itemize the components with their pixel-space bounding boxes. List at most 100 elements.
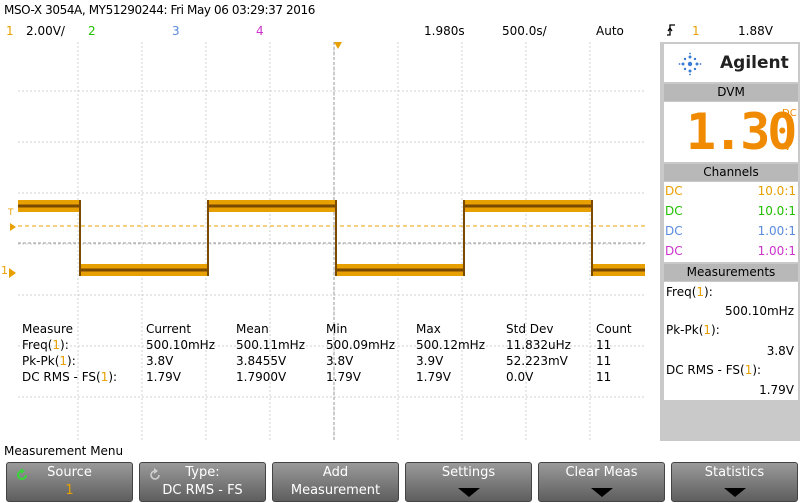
table-cell: 11 — [596, 370, 612, 384]
agilent-spark-icon — [678, 52, 702, 76]
measurements-box: Freq(1): 500.10mHz Pk-Pk(1): 3.8V DC RMS… — [664, 282, 798, 400]
table-cell: 500.12mHz — [416, 338, 485, 352]
table-cell: 1.7900V — [236, 370, 287, 384]
channel-status-row: 1 2.00V/ 2 3 4 1.980s 500.0s/ Auto 1 1.8… — [0, 22, 800, 42]
table-cell: 11 — [596, 338, 612, 352]
add-softkey-line1: Add — [322, 465, 349, 480]
left-marker-strip: T 1 — [0, 42, 18, 441]
channel-row-1[interactable]: DC 10.0:1 — [664, 184, 798, 202]
trigger-edge-icon — [666, 23, 676, 40]
ch3-coupling: DC — [665, 224, 683, 238]
ch3-number[interactable]: 3 — [172, 24, 180, 38]
ch4-probe: 1.00:1 — [757, 244, 796, 258]
dvm-box: 1.30 DC V — [664, 102, 798, 162]
ch1-coupling: DC — [665, 184, 683, 198]
submenu-arrow-icon — [457, 488, 480, 497]
waveform-svg — [18, 42, 645, 441]
ch2-number[interactable]: 2 — [88, 24, 96, 38]
table-row-label: Freq(1): — [22, 338, 69, 352]
dvm-header: DVM — [664, 84, 798, 101]
trigger-source[interactable]: 1 — [692, 24, 700, 38]
side-meas-label-dcrms: DC RMS - FS(1): — [666, 363, 762, 377]
ch2-probe: 10.0:1 — [757, 204, 796, 218]
ch1-ground-marker[interactable]: 1 — [1, 264, 8, 277]
settings-softkey[interactable]: Settings — [405, 462, 532, 502]
col-header-measure: Measure — [22, 322, 73, 336]
menu-title: Measurement Menu — [4, 444, 124, 458]
add-softkey-line2: Measurement — [290, 483, 381, 498]
channel-row-3[interactable]: DC 1.00:1 — [664, 224, 798, 242]
table-cell: 3.8V — [146, 354, 174, 368]
side-meas-value-dcrms: 1.79V — [759, 383, 794, 397]
col-header-mean: Mean — [236, 322, 269, 336]
table-cell: 11.832uHz — [506, 338, 571, 352]
ch1-trace — [18, 200, 645, 276]
type-softkey[interactable]: Type: DC RMS - FS — [139, 462, 266, 502]
side-meas-label-freq: Freq(1): — [666, 285, 713, 299]
source-softkey-label: Source — [47, 465, 92, 480]
statistics-softkey[interactable]: Statistics — [671, 462, 798, 502]
table-cell: 3.8V — [326, 354, 354, 368]
table-row-label: DC RMS - FS(1): — [22, 370, 118, 384]
ch1-number[interactable]: 1 — [6, 24, 14, 38]
table-cell: 3.9V — [416, 354, 444, 368]
col-header-min: Min — [326, 322, 348, 336]
channels-header: Channels — [664, 164, 798, 181]
dvm-mode: DC — [782, 108, 797, 119]
col-header-stddev: Std Dev — [506, 322, 554, 336]
dvm-unit: V — [784, 142, 791, 153]
table-cell: 1.79V — [146, 370, 181, 384]
brand-name: Agilent — [720, 53, 789, 73]
type-softkey-label: Type: — [185, 465, 220, 480]
ch4-coupling: DC — [665, 244, 683, 258]
title-bar: MSO-X 3054A, MY51290244: Fri May 06 03:2… — [0, 0, 800, 22]
waveform-display[interactable] — [18, 42, 645, 441]
rotate-knob-icon — [16, 468, 28, 481]
col-header-current: Current — [146, 322, 192, 336]
channels-box: DC 10.0:1 DC 10.0:1 DC 1.00:1 DC 1.00:1 — [664, 182, 798, 262]
trigger-mode[interactable]: Auto — [596, 24, 624, 38]
channel-row-4[interactable]: DC 1.00:1 — [664, 244, 798, 262]
trigger-level-arrow-icon — [10, 223, 16, 231]
source-softkey-value: 1 — [65, 483, 74, 498]
ch3-probe: 1.00:1 — [757, 224, 796, 238]
add-measurement-softkey[interactable]: Add Measurement — [272, 462, 399, 502]
dvm-reading: 1.30 — [686, 103, 797, 161]
side-meas-label-pkpk: Pk-Pk(1): — [666, 323, 720, 337]
table-cell: 3.8455V — [236, 354, 287, 368]
ch1-ground-arrow-icon[interactable] — [9, 268, 16, 278]
time-scale[interactable]: 500.0s/ — [502, 24, 547, 38]
trigger-level[interactable]: 1.88V — [738, 24, 773, 38]
table-cell: 500.11mHz — [236, 338, 305, 352]
instrument-title: MSO-X 3054A, MY51290244: Fri May 06 03:2… — [4, 3, 315, 17]
table-cell: 52.223mV — [506, 354, 568, 368]
table-row-label: Pk-Pk(1): — [22, 354, 76, 368]
side-meas-value-pkpk: 3.8V — [766, 344, 794, 358]
graticule — [18, 42, 645, 441]
clear-meas-softkey-label: Clear Meas — [565, 465, 638, 480]
side-meas-value-freq: 500.10mHz — [725, 304, 794, 318]
side-panel: Agilent DVM 1.30 DC V Channels DC 10.0:1… — [660, 42, 800, 441]
time-position[interactable]: 1.980s — [424, 24, 465, 38]
trigger-level-marker: T — [8, 208, 14, 218]
ch2-coupling: DC — [665, 204, 683, 218]
statistics-softkey-label: Statistics — [704, 465, 765, 480]
type-softkey-value: DC RMS - FS — [162, 483, 243, 498]
ch1-scale[interactable]: 2.00V/ — [26, 24, 65, 38]
submenu-arrow-icon — [723, 488, 746, 497]
table-cell: 500.09mHz — [326, 338, 395, 352]
rotate-knob-icon — [150, 468, 160, 480]
source-softkey[interactable]: Source 1 — [6, 462, 133, 502]
ch4-number[interactable]: 4 — [256, 24, 264, 38]
trigger-time-marker-icon — [334, 42, 342, 49]
channel-row-2[interactable]: DC 10.0:1 — [664, 204, 798, 222]
table-cell: 1.79V — [416, 370, 451, 384]
col-header-max: Max — [416, 322, 441, 336]
table-cell: 1.79V — [326, 370, 361, 384]
table-cell: 11 — [596, 354, 612, 368]
col-header-count: Count — [596, 322, 632, 336]
settings-softkey-label: Settings — [441, 465, 496, 480]
brand-box: Agilent — [664, 44, 798, 82]
clear-meas-softkey[interactable]: Clear Meas — [538, 462, 665, 502]
measurements-header: Measurements — [664, 264, 798, 281]
